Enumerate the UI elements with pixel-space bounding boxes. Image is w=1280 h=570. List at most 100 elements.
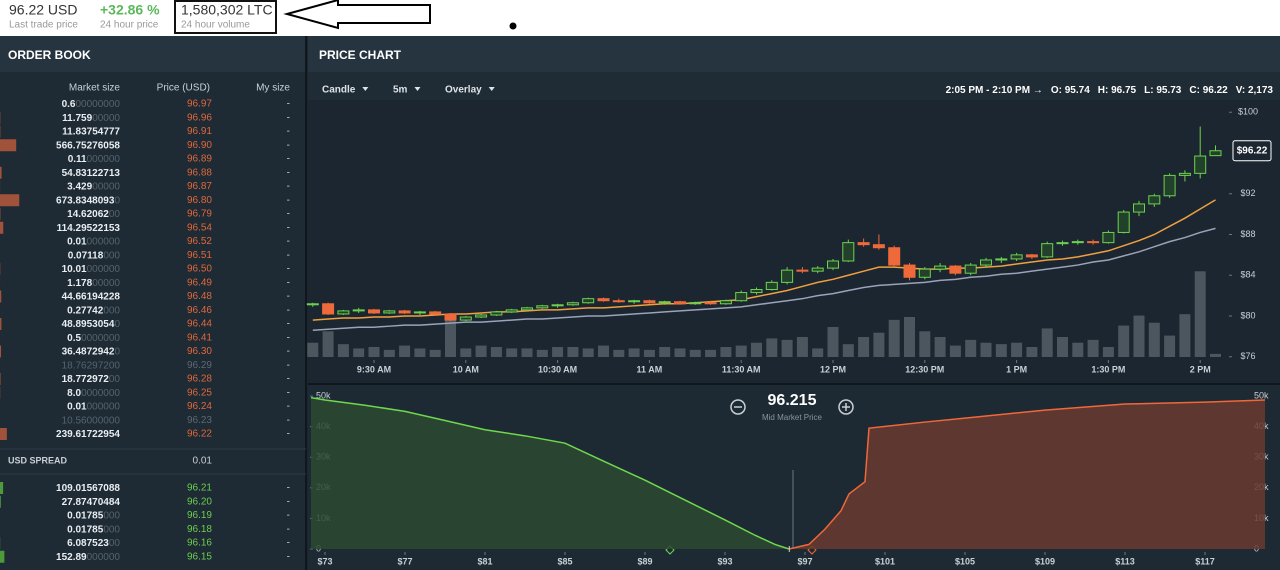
dropdown-caret[interactable] (414, 87, 421, 91)
column-header: Price (USD) (157, 83, 210, 94)
candle-body (536, 305, 549, 309)
size-padding: 000 (103, 305, 120, 316)
market-size: 54.83122713 (62, 167, 121, 178)
candle-body (383, 310, 396, 314)
volume-bar (1133, 315, 1145, 357)
market-size: 152.89000000 (56, 551, 120, 562)
volume-bar (307, 342, 319, 357)
volume-bar (643, 349, 655, 357)
candle-body (735, 292, 748, 302)
size-digits: 0.01785 (67, 524, 104, 535)
my-size: - (287, 236, 290, 247)
candle-body (352, 309, 365, 312)
ohlcv-value: C: 96.22 (1189, 85, 1228, 96)
size-padding: 00 (109, 209, 121, 220)
dropdown[interactable]: Candle (322, 85, 369, 96)
volume-bar (475, 345, 487, 357)
volume-bar (919, 331, 931, 357)
candle-body (674, 301, 686, 305)
dropdown[interactable]: 5m (393, 85, 421, 96)
volume-bar (368, 347, 380, 357)
market-size: 8.00000000 (67, 387, 120, 398)
zoom-out-button[interactable] (730, 399, 746, 415)
size-digits: 8.0 (67, 387, 81, 398)
dropdown-label[interactable]: 5m (393, 85, 408, 96)
depth-line (788, 399, 1266, 550)
my-size: - (287, 264, 290, 275)
candle-body (490, 311, 503, 316)
market-size: 14.6206200 (67, 209, 120, 220)
price: 96.52 (187, 236, 212, 247)
volume-bar (1194, 271, 1206, 357)
depth-bar (0, 139, 17, 152)
size-digits: 48.8953054 (62, 319, 115, 330)
depth-bar (0, 428, 7, 440)
volume-bar (965, 339, 977, 357)
y-tick-label-right: 50k (1254, 390, 1269, 400)
candle-body (689, 302, 702, 305)
price: 96.54 (187, 222, 212, 233)
candle-body (704, 302, 717, 305)
x-tick-label: $109 (1035, 556, 1055, 566)
size-padding: 10.56000000 (62, 415, 121, 426)
dropdown-label[interactable]: Overlay (445, 85, 482, 96)
candle-body (1194, 155, 1207, 174)
candle-body (857, 242, 870, 246)
size-digits: 44.66194228 (62, 291, 121, 302)
dropdown[interactable]: Overlay (445, 85, 495, 96)
size-padding: 00 (109, 538, 121, 549)
candle-body (949, 265, 962, 274)
size-digits: 1.178 (67, 277, 92, 288)
price: 96.29 (187, 360, 212, 371)
volume-bar (567, 347, 579, 357)
my-size: - (287, 401, 290, 412)
ohlcv-value: L: 95.73 (1144, 85, 1182, 96)
volume-bar (904, 317, 915, 357)
volume-bar (490, 347, 502, 357)
candle-body (459, 316, 472, 321)
price: 96.91 (187, 126, 212, 137)
dropdown-label[interactable]: Candle (322, 85, 356, 96)
current-price-box (1232, 140, 1272, 162)
size-padding: 18.76297200 (62, 360, 121, 371)
my-size: - (287, 319, 290, 330)
market-size: 0.01000000 (67, 401, 120, 412)
candle-body (765, 281, 778, 291)
volume-bar (751, 342, 762, 357)
dropdown-caret[interactable] (362, 87, 369, 91)
dropdown-caret[interactable] (488, 87, 495, 91)
market-size: 114.29522153 (57, 222, 121, 233)
candle-body (872, 244, 885, 249)
x-tick-label: 12 PM (820, 364, 846, 374)
zoom-in-button[interactable] (838, 399, 854, 415)
candle-body (368, 309, 380, 314)
current-price-label: $96.22 (1237, 145, 1268, 156)
size-padding: 0 (114, 346, 120, 357)
size-padding: 00000 (92, 112, 120, 123)
size-digits: 566.75276058 (56, 140, 120, 151)
my-size: - (287, 415, 290, 426)
volume-bar (1072, 342, 1084, 357)
stat-value: 96.22 USD (9, 2, 77, 18)
size-digits: 18.772972 (62, 374, 110, 385)
volume-bar (735, 345, 747, 357)
size-digits: 14.62062 (67, 209, 109, 220)
stat-label: Last trade price (9, 20, 78, 31)
price: 96.30 (187, 346, 212, 357)
price: 96.90 (187, 140, 212, 151)
stat-value: 1,580,302 LTC (181, 2, 273, 18)
candle-body (827, 260, 839, 269)
size-digits: 10.01 (62, 264, 87, 275)
volume-bar (1210, 353, 1221, 357)
size-digits: 36.4872942 (62, 346, 115, 357)
ohlcv-info: 2:05 PM - 2:10 PM → O: 95.74 H: 96.75 L: 95… (946, 85, 1274, 96)
my-size: - (287, 154, 290, 165)
volume-bar (506, 348, 518, 357)
size-padding: 00000000 (76, 99, 121, 110)
size-padding: 0 (114, 195, 120, 206)
volume-bar (858, 337, 870, 357)
x-tick-label: $73 (317, 556, 332, 566)
size-digits: 0.6 (62, 99, 76, 110)
volume-bar (980, 342, 992, 357)
depth-fill (789, 400, 1265, 549)
